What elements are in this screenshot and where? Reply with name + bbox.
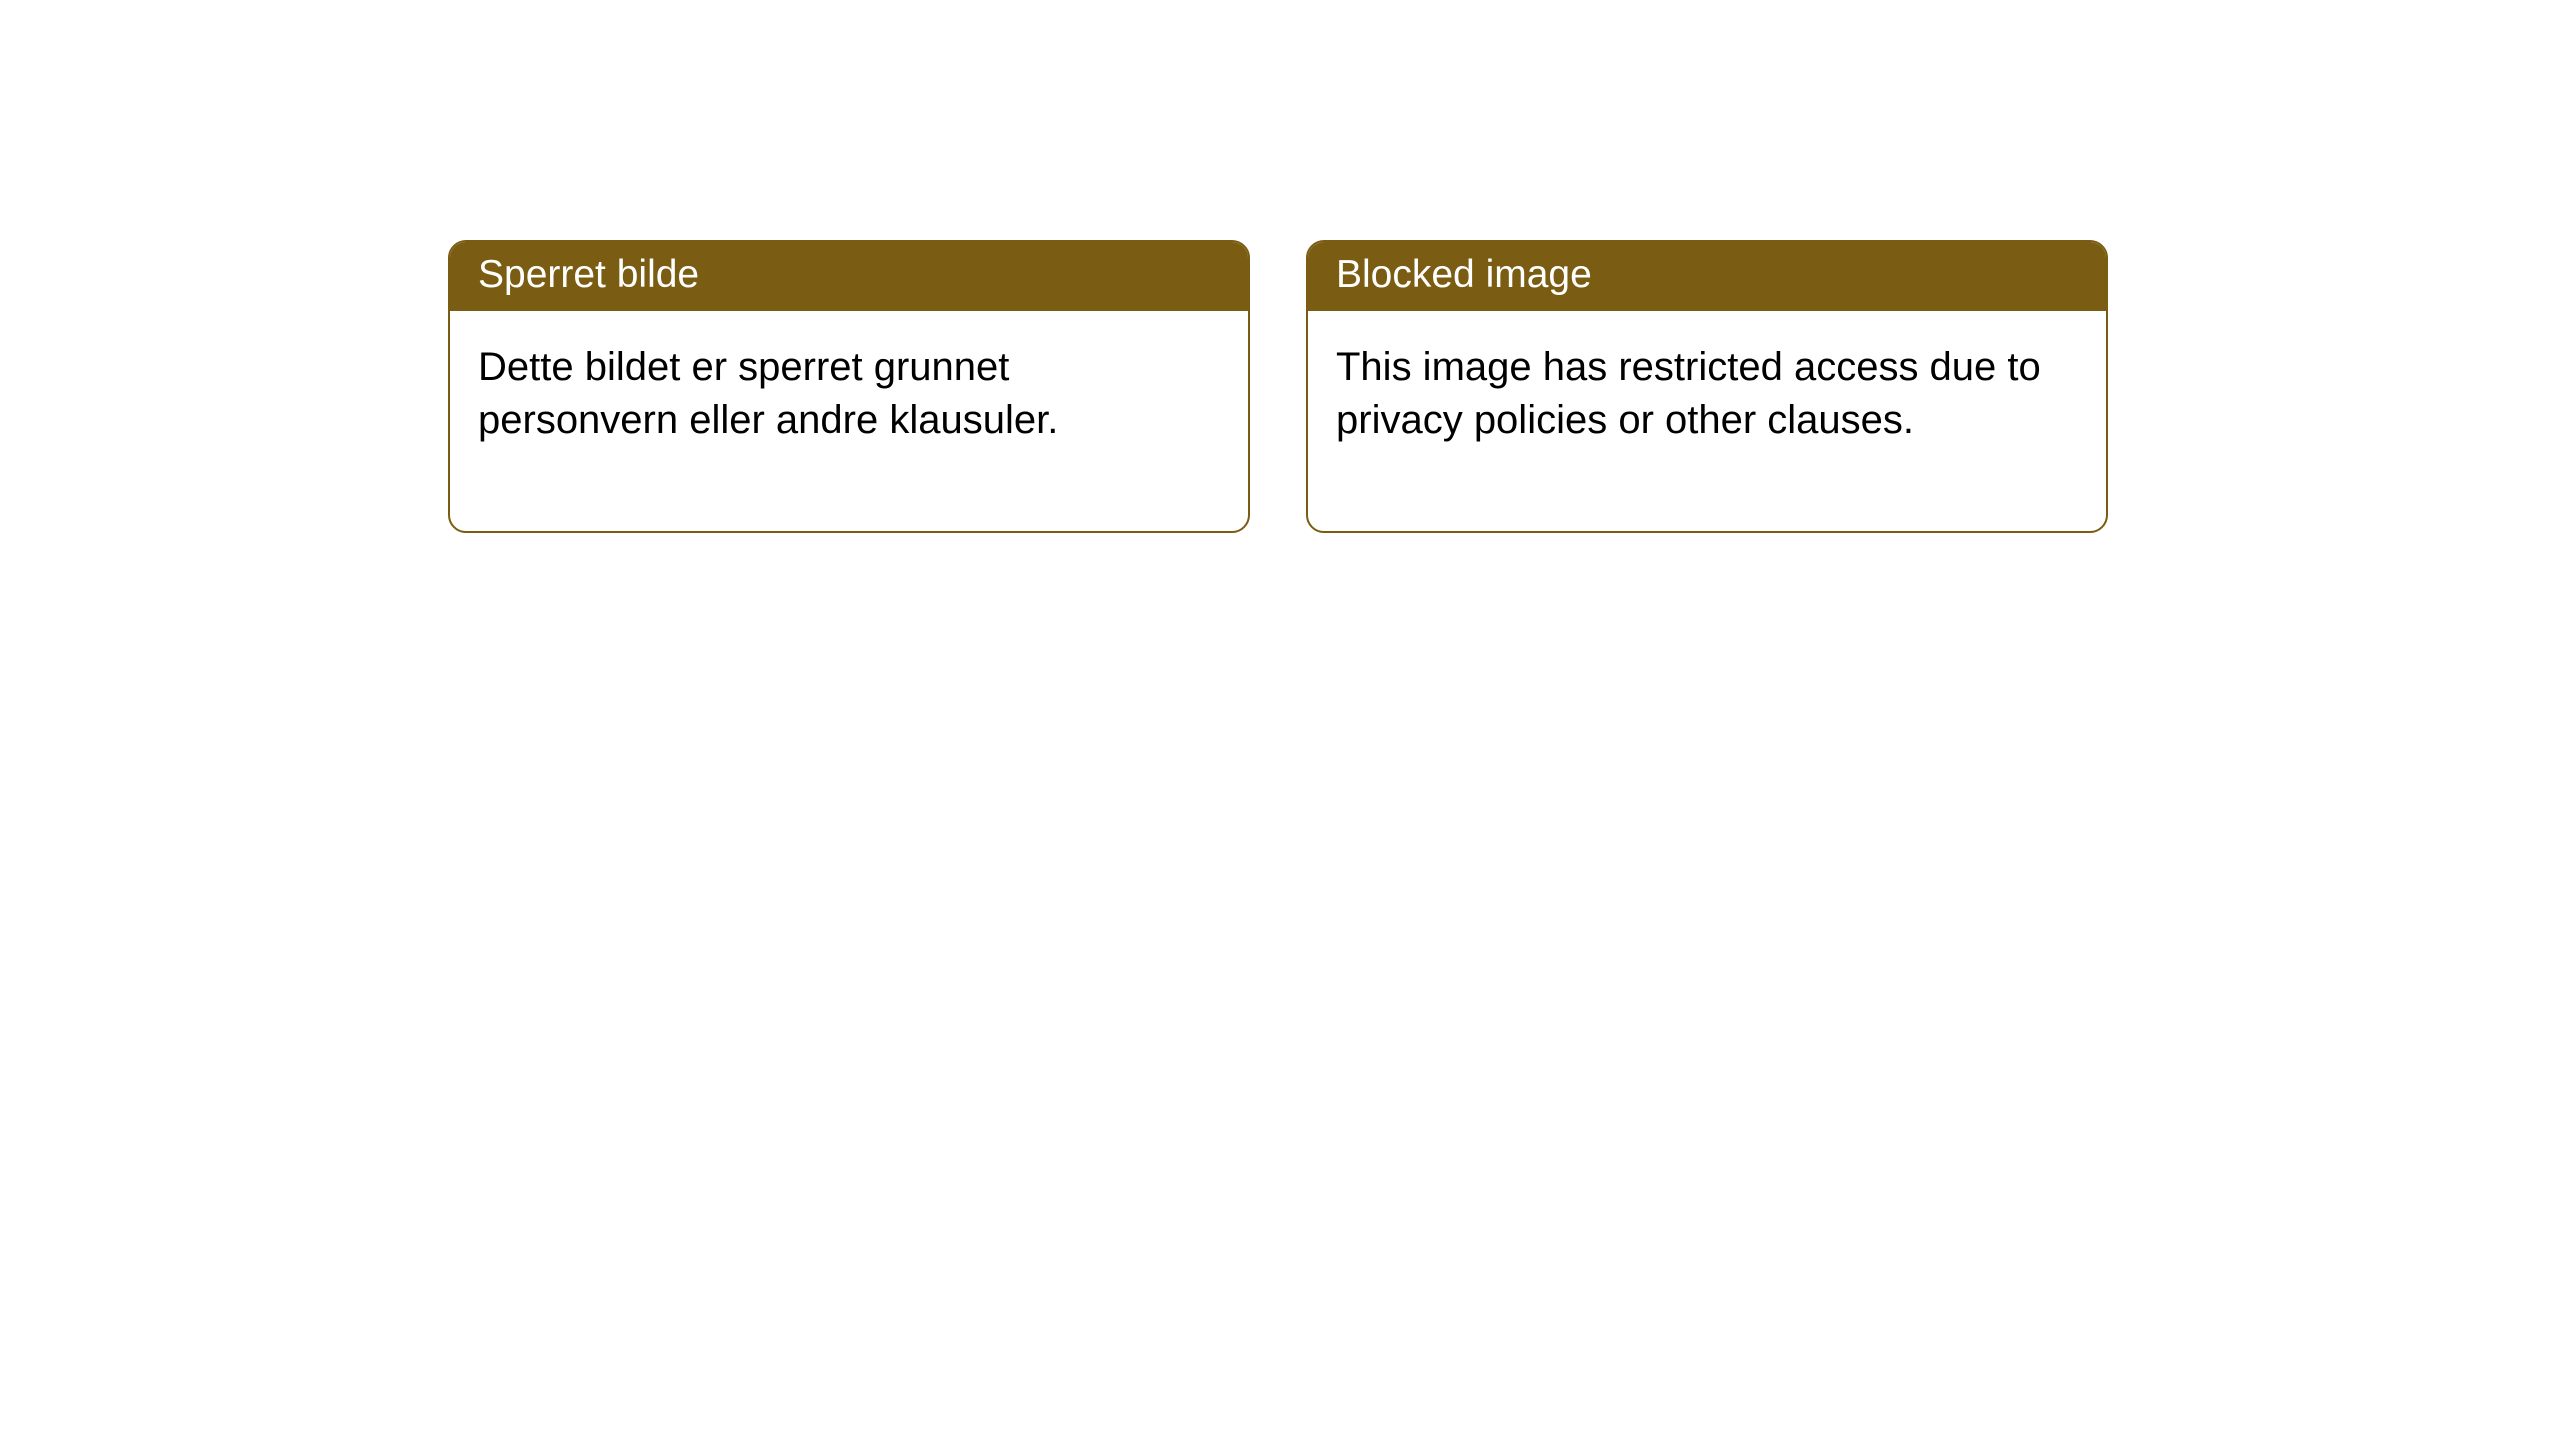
notice-container: Sperret bilde Dette bildet er sperret gr…	[448, 240, 2108, 533]
notice-body: This image has restricted access due to …	[1308, 311, 2106, 531]
notice-card-norwegian: Sperret bilde Dette bildet er sperret gr…	[448, 240, 1250, 533]
notice-card-english: Blocked image This image has restricted …	[1306, 240, 2108, 533]
notice-body: Dette bildet er sperret grunnet personve…	[450, 311, 1248, 531]
notice-header: Blocked image	[1308, 242, 2106, 311]
notice-header: Sperret bilde	[450, 242, 1248, 311]
